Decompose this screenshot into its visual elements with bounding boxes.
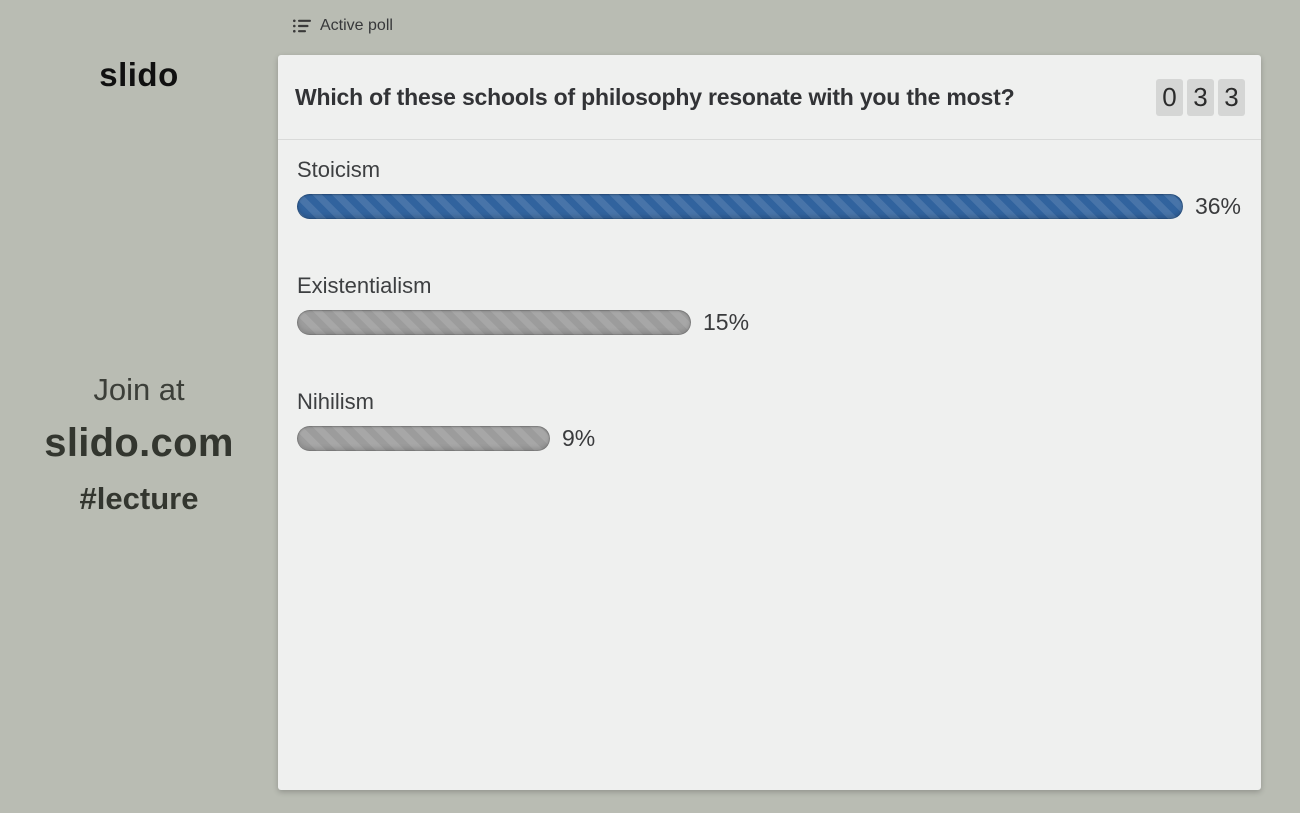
poll-option-bar-line: 36% xyxy=(297,193,1241,220)
event-code: #lecture xyxy=(79,481,199,516)
poll-option-label: Existentialism xyxy=(297,273,432,298)
poll-question: Which of these schools of philosophy res… xyxy=(295,83,1015,110)
poll-option-label: Stoicism xyxy=(297,157,381,182)
sidebar: slido Join at slido.com #lecture xyxy=(0,0,278,813)
poll-option-row: Nihilism 9% xyxy=(297,388,1241,452)
poll-result-bar xyxy=(297,310,691,335)
poll-card-header: Which of these schools of philosophy res… xyxy=(278,55,1261,140)
join-prompt: Join at xyxy=(93,372,185,407)
poll-option-row: Existentialism 15% xyxy=(297,272,1241,336)
poll-option-bar-line: 9% xyxy=(297,425,1241,452)
poll-result-percent: 15% xyxy=(703,309,750,335)
slido-logo: slido xyxy=(99,56,179,93)
poll-list-icon xyxy=(293,18,311,34)
active-poll-status: Active poll xyxy=(293,17,393,35)
join-instructions: Join at slido.com #lecture xyxy=(0,372,278,517)
poll-option-bar-line: 15% xyxy=(297,309,1241,336)
vote-counter: 0 3 3 xyxy=(1156,78,1245,116)
poll-card: Which of these schools of philosophy res… xyxy=(278,55,1261,790)
join-url: slido.com xyxy=(44,421,234,465)
vote-counter-digit: 0 xyxy=(1156,78,1183,116)
poll-result-percent: 36% xyxy=(1194,193,1241,219)
poll-result-bar xyxy=(297,194,1183,219)
poll-options-list: Stoicism 36% Existentialism 15% Nihilism 9% xyxy=(278,140,1261,452)
poll-option-label: Nihilism xyxy=(297,389,374,414)
active-poll-label: Active poll xyxy=(320,17,393,34)
poll-result-bar xyxy=(297,426,550,451)
poll-option-row: Stoicism 36% xyxy=(297,156,1241,220)
vote-counter-digit: 3 xyxy=(1187,78,1214,116)
vote-counter-digit: 3 xyxy=(1218,78,1245,116)
poll-result-percent: 9% xyxy=(562,425,596,451)
